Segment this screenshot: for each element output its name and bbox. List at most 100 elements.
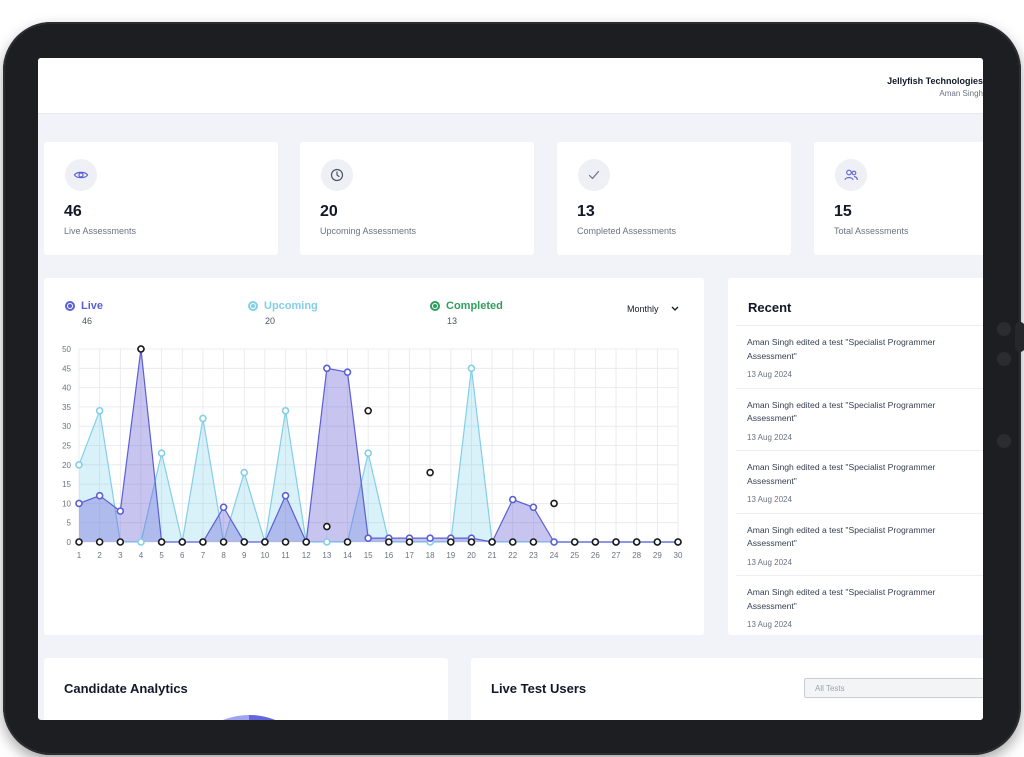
legend-count: 13 (447, 316, 458, 326)
x-tick-label: 10 (260, 551, 269, 560)
recent-item[interactable]: Aman Singh edited a test "Specialist Pro… (736, 325, 983, 388)
y-tick-label: 50 (62, 345, 71, 354)
chevron-down-icon (671, 306, 678, 311)
completed-point (343, 538, 352, 546)
live-test-users-title: Live Test Users (491, 681, 587, 696)
completed-point (632, 538, 641, 546)
legend-label: Live (81, 300, 104, 312)
y-tick-label: 35 (62, 403, 71, 412)
completed-point (612, 538, 620, 546)
x-tick-label: 1 (77, 551, 82, 560)
live-point (75, 499, 83, 508)
camera-dot (997, 322, 1011, 336)
org-name: Jellyfish Technologies (887, 76, 983, 86)
upcoming-point (95, 406, 104, 415)
x-tick-label: 3 (118, 551, 123, 560)
live-point (364, 534, 372, 542)
completed-point (323, 522, 331, 531)
y-tick-label: 45 (62, 364, 71, 373)
recent-item[interactable]: Aman Singh edited a test "Specialist Pro… (736, 387, 983, 451)
upcoming-point (323, 538, 331, 546)
recent-title: Recent (748, 300, 792, 315)
app-screen: Jellyfish Technologies Aman Singh 46 Liv… (38, 58, 983, 720)
x-tick-label: 12 (302, 551, 311, 560)
completed-point (591, 538, 600, 546)
x-tick-label: 7 (201, 551, 206, 560)
completed-point (446, 538, 455, 546)
legend-upcoming[interactable]: Upcoming 20 (248, 300, 318, 326)
recent-text: Aman Singh edited a test "Specialist Pro… (747, 587, 936, 611)
legend-count: 20 (265, 316, 276, 326)
camera-dot (997, 434, 1011, 448)
x-tick-label: 2 (97, 551, 102, 560)
completed-point (281, 538, 290, 546)
y-tick-label: 5 (67, 519, 72, 528)
recent-item[interactable]: Aman Singh edited a test "Specialist Pro… (736, 450, 983, 513)
x-tick-label: 16 (384, 551, 393, 560)
legend-completed[interactable]: Completed 13 (430, 300, 503, 326)
check-icon (578, 159, 610, 191)
live-point (219, 503, 228, 512)
completed-dot-icon (430, 301, 440, 311)
live-point (116, 507, 125, 515)
recent-text: Aman Singh edited a test "Specialist Pro… (747, 399, 936, 424)
stat-card-completed[interactable]: 13 Completed Assessments (557, 142, 791, 255)
x-tick-label: 27 (612, 551, 621, 560)
completed-point (157, 538, 166, 546)
live-dot-icon (65, 301, 75, 311)
volume-button (1015, 322, 1024, 352)
upcoming-point (467, 364, 476, 373)
completed-point (302, 538, 311, 546)
x-tick-label: 9 (242, 551, 247, 560)
recent-activity-card: Recent Aman Singh edited a test "Special… (728, 278, 983, 635)
x-tick-label: 21 (488, 551, 497, 560)
period-value: Monthly (627, 304, 659, 314)
tests-filter-select[interactable]: All Tests (804, 678, 983, 698)
upcoming-point (199, 414, 207, 423)
x-tick-label: 24 (550, 551, 559, 560)
recent-item[interactable]: Aman Singh edited a test "Specialist Pro… (736, 575, 983, 635)
stat-label: Live Assessments (64, 226, 137, 236)
completed-point (426, 468, 434, 477)
legend-live[interactable]: Live 46 (65, 300, 103, 326)
stat-card-live[interactable]: 46 Live Assessments (44, 142, 278, 255)
completed-point (75, 538, 83, 546)
org-profile[interactable]: Jellyfish Technologies Aman Singh (887, 76, 983, 98)
stat-card-total[interactable]: 15 Total Assessments (814, 142, 983, 255)
recent-date: 13 Aug 2024 (747, 557, 792, 567)
candidate-analytics-title: Candidate Analytics (64, 681, 188, 696)
y-tick-label: 40 (62, 384, 71, 393)
stat-label: Completed Assessments (577, 226, 677, 236)
upcoming-point (137, 538, 145, 546)
live-point (550, 538, 558, 546)
y-tick-label: 30 (62, 422, 71, 431)
recent-list: Aman Singh edited a test "Specialist Pro… (736, 325, 983, 635)
completed-point (240, 538, 249, 546)
completed-point (467, 538, 476, 546)
live-point (343, 368, 352, 376)
recent-date: 13 Aug 2024 (747, 620, 792, 630)
period-select[interactable]: Monthly (627, 304, 679, 314)
completed-point (529, 538, 538, 546)
recent-item[interactable]: Aman Singh edited a test "Specialist Pro… (736, 512, 983, 576)
upcoming-point (157, 449, 166, 458)
x-tick-label: 25 (570, 551, 579, 560)
completed-point (261, 538, 269, 546)
legend-label: Upcoming (264, 300, 318, 312)
stat-value: 13 (577, 203, 595, 220)
user-name: Aman Singh (939, 89, 983, 98)
y-tick-label: 25 (62, 442, 71, 451)
upcoming-point (364, 449, 372, 458)
x-tick-label: 5 (159, 551, 164, 560)
y-tick-label: 15 (62, 480, 71, 489)
candidate-analytics-card: Candidate Analytics (44, 658, 448, 720)
users-icon (835, 159, 867, 191)
stat-card-upcoming[interactable]: 20 Upcoming Assessments (300, 142, 534, 255)
clock-icon (321, 159, 353, 191)
stat-label: Upcoming Assessments (320, 226, 417, 236)
assessment-chart-card: Live 46 Upcoming 20 Completed 13 Monthly… (44, 278, 704, 635)
x-tick-label: 4 (139, 551, 144, 560)
y-tick-label: 0 (67, 538, 72, 547)
x-tick-label: 23 (529, 551, 538, 560)
